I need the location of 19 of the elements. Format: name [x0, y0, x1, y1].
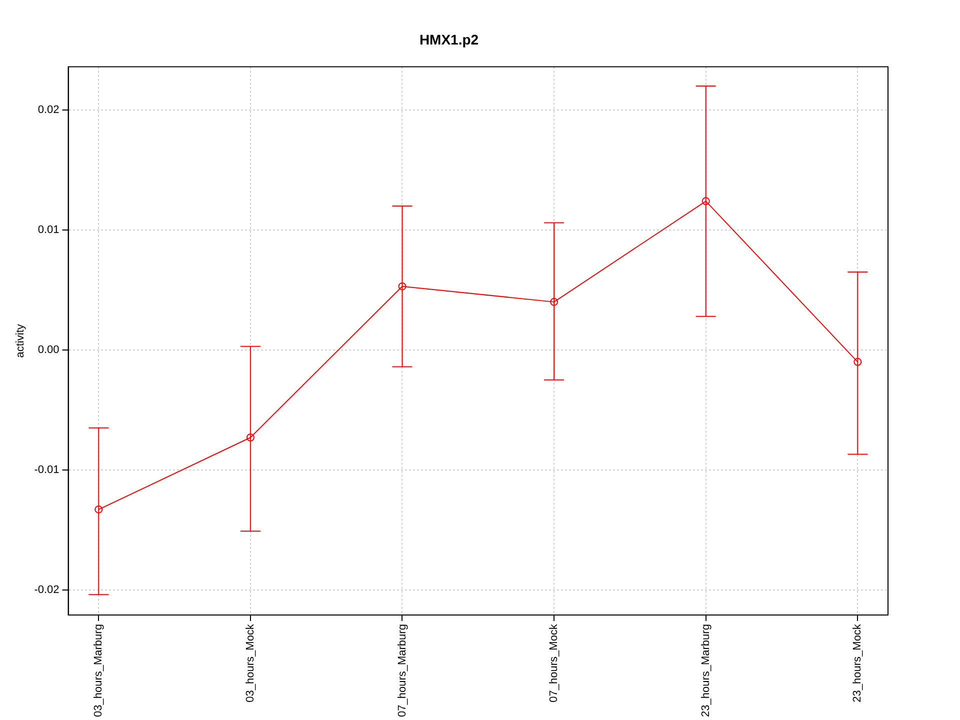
x-tick-label: 03_hours_Mock [244, 624, 256, 702]
y-tick-label: 0.00 [38, 344, 60, 356]
point [550, 298, 558, 306]
chart-title: HMX1.p2 [419, 31, 479, 48]
x-tick-label: 23_hours_Mock [852, 624, 864, 702]
x-tick-label: 03_hours_Marburg [92, 624, 105, 718]
point [246, 434, 254, 442]
point [702, 197, 710, 206]
y-tick-label: -0.01 [34, 464, 60, 476]
point [854, 358, 862, 366]
y-tick-label: 0.01 [38, 224, 60, 236]
x-tick-label: 07_hours_Marburg [396, 624, 408, 718]
y-axis-title: activity [14, 324, 27, 358]
y-tick-label: 0.02 [38, 104, 60, 116]
point [398, 282, 406, 290]
x-tick-label: 23_hours_Marburg [700, 624, 712, 718]
point [94, 505, 103, 514]
x-tick-label: 07_hours_Mock [548, 624, 560, 702]
y-tick-label: -0.02 [34, 584, 60, 596]
